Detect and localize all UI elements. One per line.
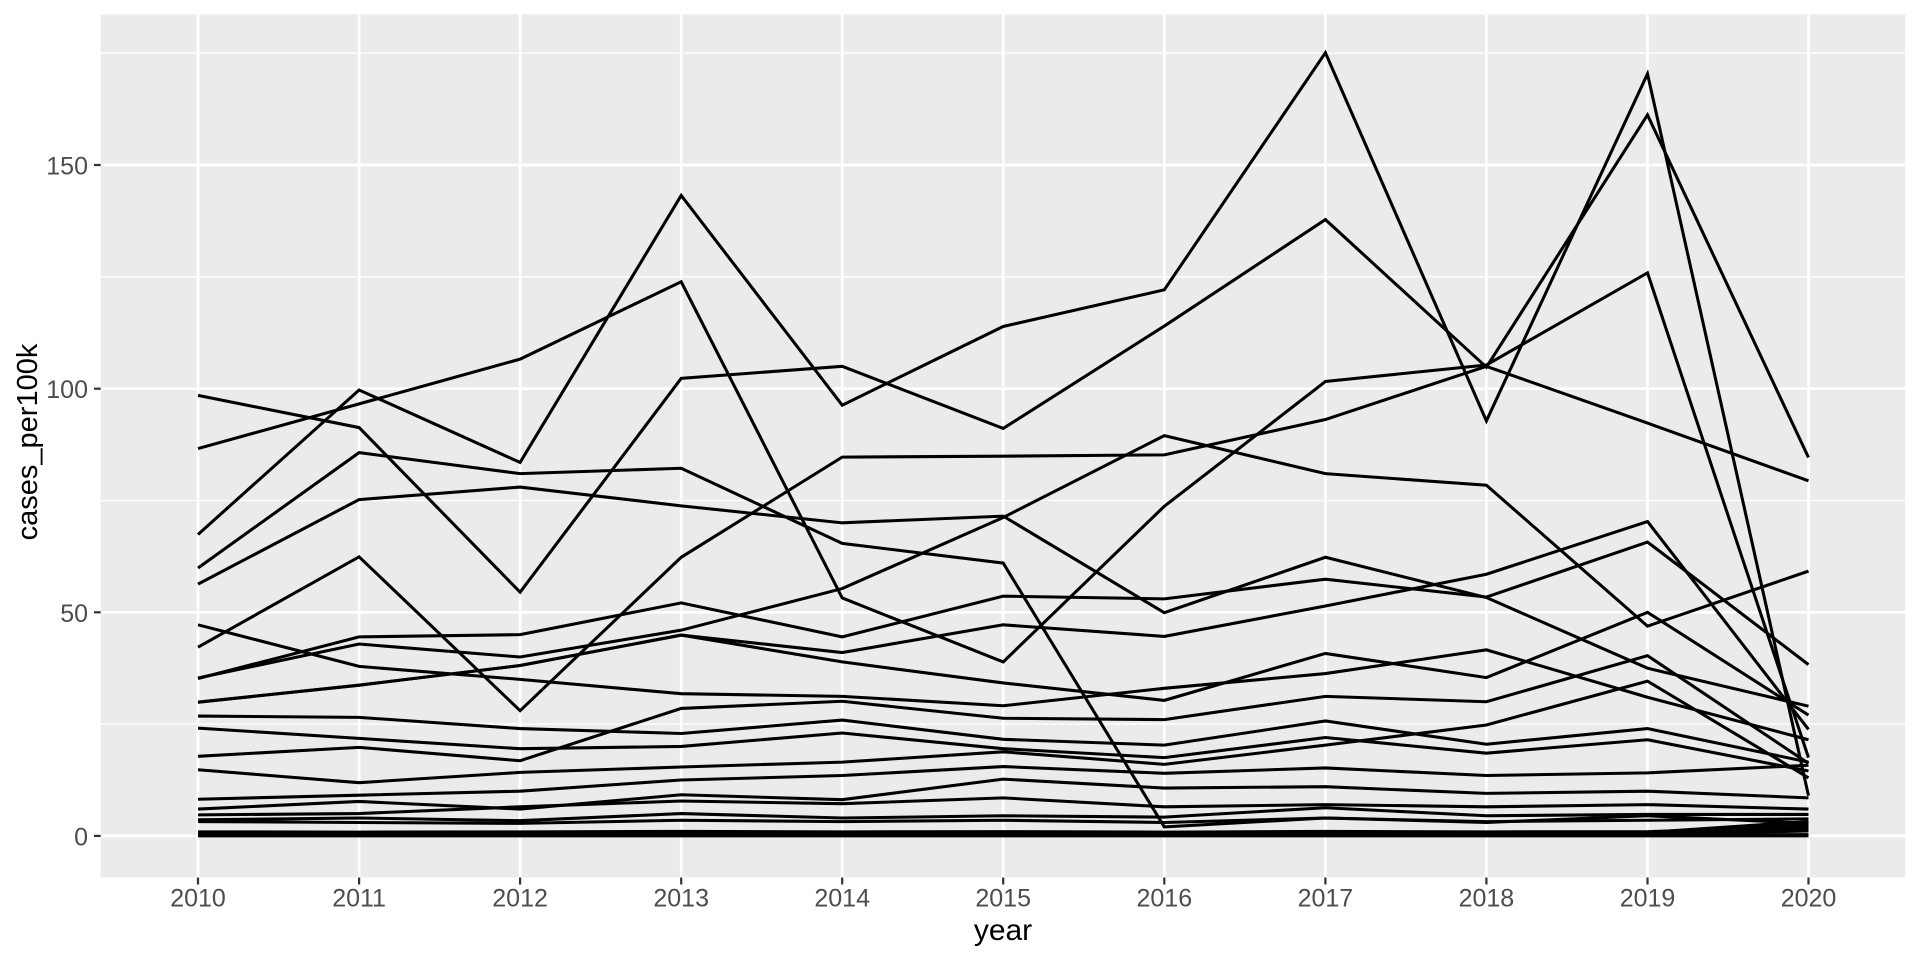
svg-text:year: year	[974, 914, 1032, 947]
svg-text:2010: 2010	[170, 885, 226, 913]
svg-text:2019: 2019	[1620, 885, 1676, 913]
svg-text:50: 50	[60, 600, 88, 628]
svg-text:2012: 2012	[492, 885, 548, 913]
svg-text:2013: 2013	[653, 885, 709, 913]
svg-text:2014: 2014	[814, 885, 870, 913]
svg-text:2018: 2018	[1459, 885, 1515, 913]
svg-text:0: 0	[74, 823, 88, 851]
svg-text:2015: 2015	[975, 885, 1031, 913]
svg-text:cases_per100k: cases_per100k	[12, 343, 44, 540]
svg-text:2020: 2020	[1781, 885, 1837, 913]
svg-text:2017: 2017	[1298, 885, 1354, 913]
svg-text:150: 150	[46, 153, 88, 181]
svg-text:2016: 2016	[1136, 885, 1192, 913]
svg-text:2011: 2011	[332, 885, 386, 913]
svg-text:100: 100	[46, 376, 88, 404]
